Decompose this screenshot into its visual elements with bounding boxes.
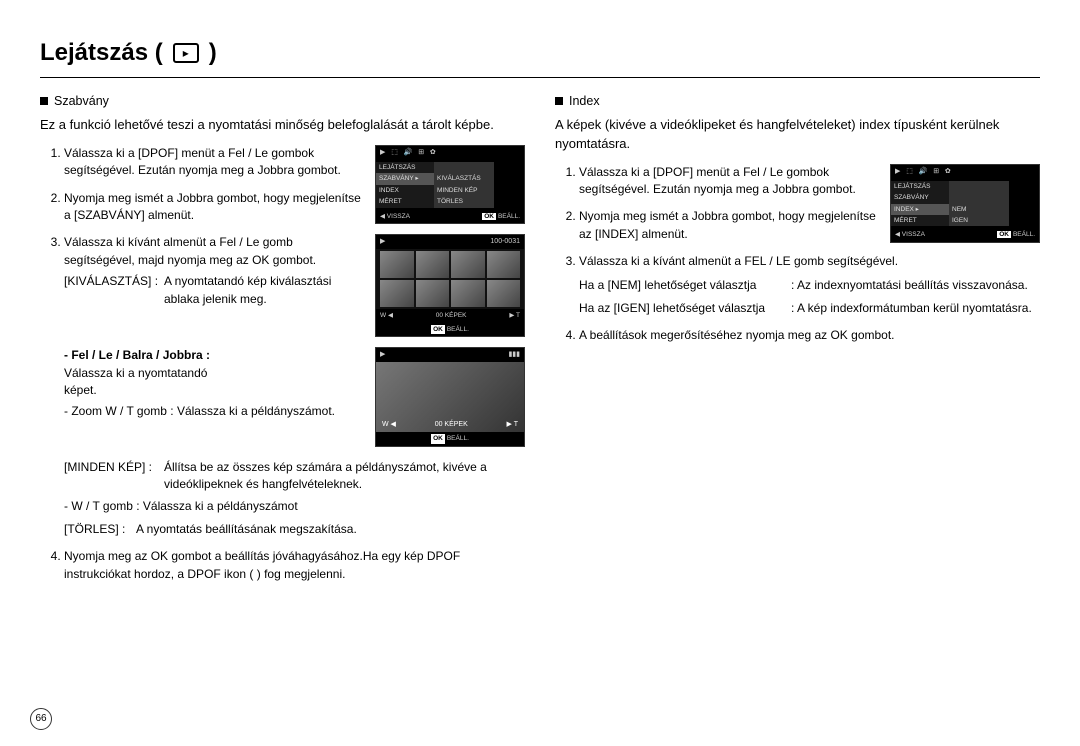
wt-line: - W / T gomb : Válassza ki a példányszám… <box>64 498 525 515</box>
icon-bar: ▶ ⬚ 🔊 ⊞ ✿ <box>895 167 951 177</box>
option-label: Ha a [NEM] lehetőséget választja <box>579 277 791 294</box>
menu-body: LEJÁTSZÁSSZABVÁNY ▸KIVÁLASZTÁSINDEXMINDE… <box>376 160 524 210</box>
step-text: Nyomja meg az OK gombot a beállítás jóvá… <box>64 549 460 580</box>
option-label: [MINDEN KÉP] : <box>64 459 164 476</box>
page-title-close: ) <box>209 36 217 71</box>
wt-right: ▶ T <box>507 420 518 430</box>
foot-right: BEÁLL. <box>1013 231 1035 238</box>
thumbnail-grid <box>376 249 524 309</box>
camera-screen-1: ▶ ⬚ 🔊 ⊞ ✿ LEJÁTSZÁSSZABVÁNY ▸KIVÁLASZTÁS… <box>375 145 525 224</box>
option-label-bold: - Fel / Le / Balra / Jobbra : <box>64 348 210 362</box>
title-divider <box>40 77 1040 78</box>
step-text: Válassza ki a [DPOF] menüt a Fel / Le go… <box>579 165 856 196</box>
page-title: Lejátszás ( <box>40 36 163 71</box>
photo-area: W ◀ 00 KÉPEK ▶ T <box>376 362 524 432</box>
intro-left: Ez a funkció lehetővé teszi a nyomtatási… <box>40 116 525 135</box>
foot-left: ◀ VISSZA <box>380 212 410 221</box>
wt-right: ▶ T <box>509 311 520 320</box>
section-title-right: Index <box>569 92 600 110</box>
ok-button-label: OK <box>431 325 445 334</box>
step: ▶100-0031 W ◀00 KÉPEK▶ T OKBEÁLL. Válass… <box>64 234 525 538</box>
step-text: Válassza ki a [DPOF] menüt a Fel / Le go… <box>64 146 341 177</box>
section-head-left: Szabvány <box>40 92 525 110</box>
battery-icon: ▮▮▮ <box>508 350 520 360</box>
option-text: Állítsa be az összes kép számára a példá… <box>164 459 525 494</box>
step: Nyomja meg az OK gombot a beállítás jóvá… <box>64 548 525 583</box>
option-text: : Az indexnyomtatási beállítás visszavon… <box>791 277 1040 294</box>
option-label: [TÖRLES] : <box>64 521 136 538</box>
section-head-right: Index <box>555 92 1040 110</box>
ok-button-label: OK <box>997 231 1011 238</box>
option-text: A nyomtatandó kép kiválasztási ablaka je… <box>164 273 365 308</box>
option-label: - Zoom W / T gomb : <box>64 404 174 418</box>
page-number: 66 <box>30 708 52 730</box>
option-label: Ha az [IGEN] lehetőséget választja <box>579 300 791 317</box>
wt-mid: 00 KÉPEK <box>436 311 467 320</box>
step-text: Nyomja meg ismét a Jobbra gombot, hogy m… <box>579 209 876 240</box>
play-mode-icon: ▸ <box>173 43 199 63</box>
ok-button-label: OK <box>431 434 445 443</box>
foot-label: BEÁLL. <box>447 325 469 334</box>
intro-right: A képek (kivéve a videóklipeket és hangf… <box>555 116 1040 154</box>
right-column: Index A képek (kivéve a videóklipeket és… <box>555 92 1040 593</box>
play-icon: ▶ <box>380 350 385 360</box>
option-text: Válassza ki a példányszámot. <box>177 403 335 420</box>
section-title-left: Szabvány <box>54 92 109 110</box>
step-text: Válassza ki kívánt almenüt a Fel / Le go… <box>64 235 316 266</box>
step: Válassza ki a kívánt almenüt a FEL / LE … <box>579 253 1040 317</box>
wt-left: W ◀ <box>382 420 396 430</box>
step: ▶ ⬚ 🔊 ⊞ ✿ LEJÁTSZÁSSZABVÁNY ▸KIVÁLASZTÁS… <box>64 145 525 180</box>
wt-mid: 00 KÉPEK <box>435 420 468 430</box>
step-text: A beállítások megerősítéséhez nyomja meg… <box>579 328 895 342</box>
bullet-icon <box>40 97 48 105</box>
left-column: Szabvány Ez a funkció lehetővé teszi a n… <box>40 92 525 593</box>
step: ▶ ⬚ 🔊 ⊞ ✿ LEJÁTSZÁSSZABVÁNYINDEX ▸NEMMÉR… <box>579 164 1040 199</box>
wt-left: W ◀ <box>380 311 393 320</box>
bullet-icon <box>555 97 563 105</box>
content-columns: Szabvány Ez a funkció lehetővé teszi a n… <box>40 92 1040 593</box>
camera-screen-3: ▶ ▮▮▮ W ◀ 00 KÉPEK ▶ T OKBEÁLL. <box>375 347 525 447</box>
option-text: A nyomtatás beállításának megszakítása. <box>136 521 525 538</box>
step-text: Nyomja meg ismét a Jobbra gombot, hogy m… <box>64 191 361 222</box>
option-text: : A kép indexformátumban kerül nyomtatás… <box>791 300 1040 317</box>
option-label: [KIVÁLASZTÁS] : <box>64 273 164 290</box>
step: A beállítások megerősítéséhez nyomja meg… <box>579 327 1040 344</box>
camera-screen-4: ▶ ⬚ 🔊 ⊞ ✿ LEJÁTSZÁSSZABVÁNYINDEX ▸NEMMÉR… <box>890 164 1040 243</box>
steps-left: ▶ ⬚ 🔊 ⊞ ✿ LEJÁTSZÁSSZABVÁNY ▸KIVÁLASZTÁS… <box>40 145 525 583</box>
foot-label: BEÁLL. <box>447 434 469 443</box>
menu-body: LEJÁTSZÁSSZABVÁNYINDEX ▸NEMMÉRETIGEN <box>891 179 1039 229</box>
page-title-row: Lejátszás ( ▸ ) <box>40 36 1040 71</box>
foot-left: ◀ VISSZA <box>895 230 925 239</box>
camera-screen-2: ▶ 100-0031 W ◀ 00 KÉPEK ▶ T OKBEÁLL. <box>375 234 525 337</box>
step-text: Válassza ki a kívánt almenüt a FEL / LE … <box>579 254 898 268</box>
foot-right: BEÁLL. <box>498 213 520 220</box>
option-text: Válassza ki a nyomtatandó képet. <box>64 365 234 400</box>
top-right-label: 100-0031 <box>490 237 520 247</box>
steps-right: ▶ ⬚ 🔊 ⊞ ✿ LEJÁTSZÁSSZABVÁNYINDEX ▸NEMMÉR… <box>555 164 1040 345</box>
top-left-icon: ▶ <box>380 237 385 247</box>
ok-button-label: OK <box>482 213 496 220</box>
icon-bar: ▶ ⬚ 🔊 ⊞ ✿ <box>380 148 436 158</box>
